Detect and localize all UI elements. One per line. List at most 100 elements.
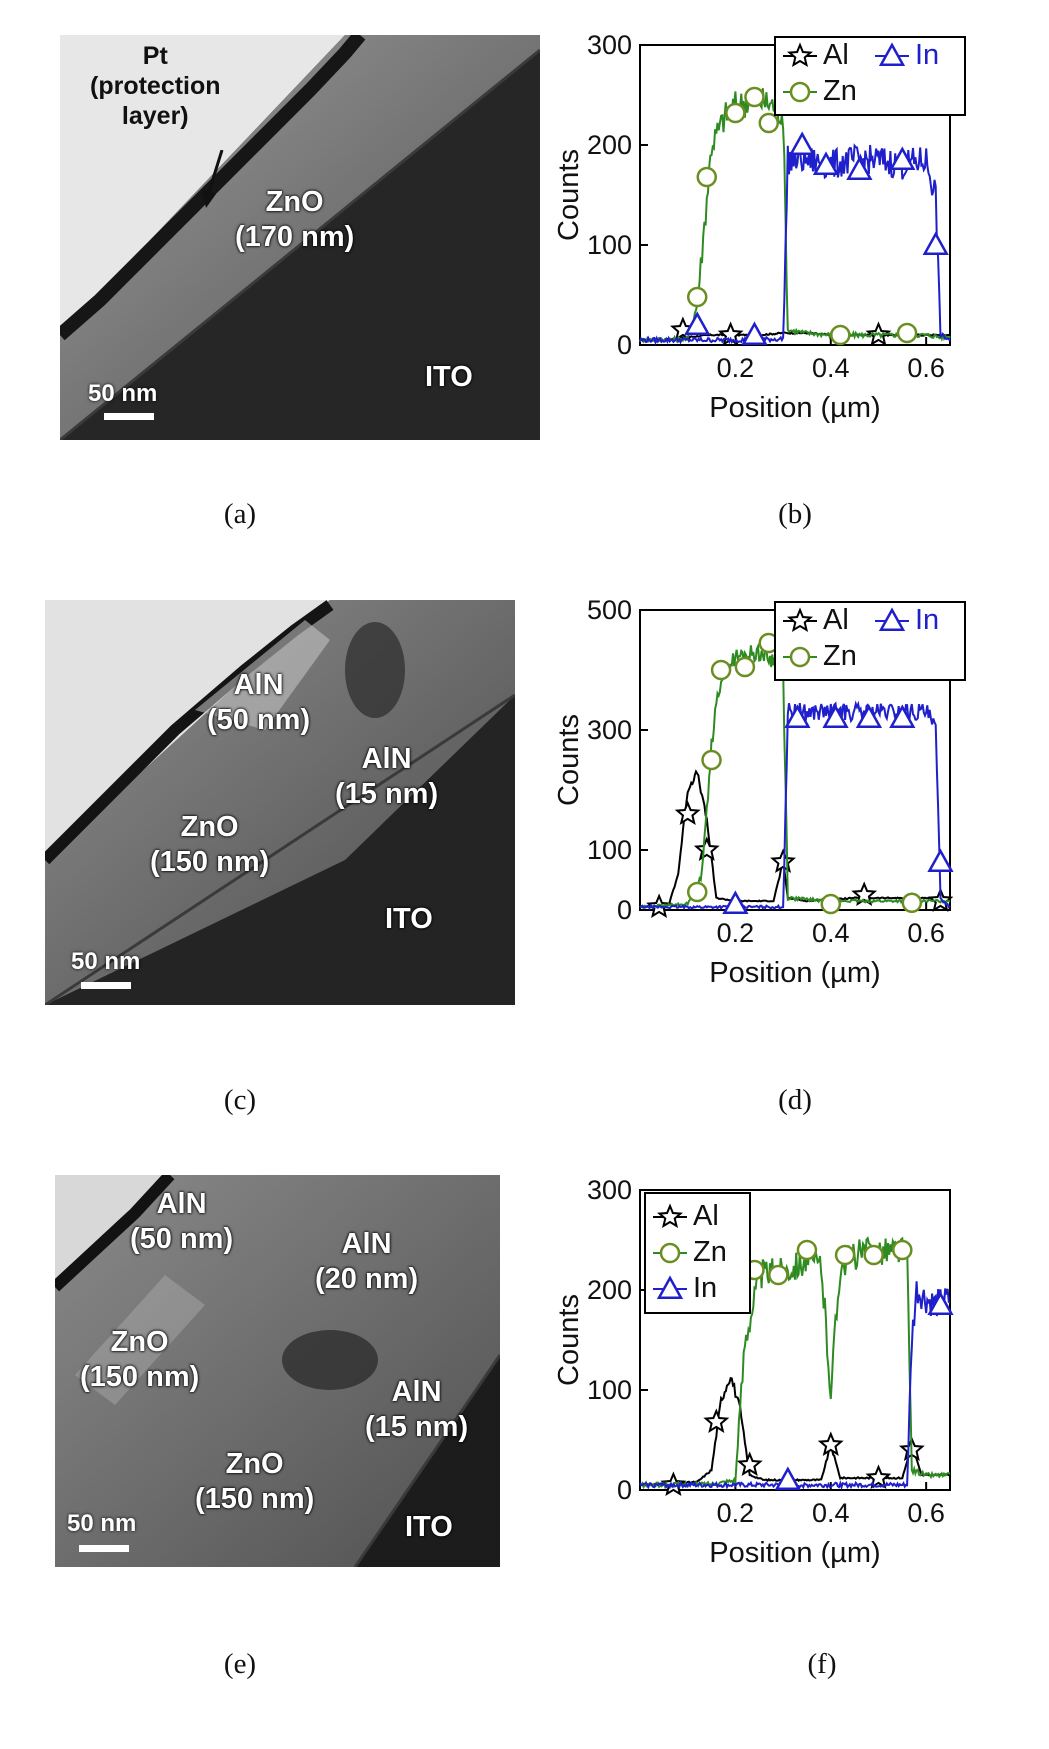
chart-d-series-zn-line xyxy=(639,642,951,909)
chart-b-series-zn-marker-1 xyxy=(696,166,718,188)
chart-b-series-zn-line xyxy=(639,88,951,344)
chart-d-series-zn-marker-3 xyxy=(734,656,756,678)
chart-d-series-zn-marker-5 xyxy=(820,893,842,915)
chart-d-y-axis-label: Counts xyxy=(553,714,585,806)
chart-f-series-in-marker-0 xyxy=(774,1466,801,1491)
caption-c: (c) xyxy=(223,1084,257,1116)
chart-f-series-al-marker-3 xyxy=(817,1431,844,1457)
tem-image-e: AlN (50 nm) AlN (20 nm) ZnO (150 nm) AlN… xyxy=(55,1175,500,1567)
caption-a: (a) xyxy=(223,498,257,530)
chart-d-legend-marker-1 xyxy=(878,607,906,632)
caption-d: (d) xyxy=(778,1084,812,1116)
chart-b-series-in-marker-5 xyxy=(889,146,916,171)
chart-b-series-zn-marker-5 xyxy=(830,324,851,346)
tem-e-label-ito: ITO xyxy=(405,1511,453,1543)
chart-b-series-in-marker-1 xyxy=(741,321,768,346)
tem-a-label-pt: Pt (protection layer) xyxy=(90,42,221,130)
caption-f: (f) xyxy=(807,1648,837,1680)
chart-d-series-in-line xyxy=(639,700,951,911)
chart-b-legend-label-1: In xyxy=(915,39,939,71)
tem-c-scale-bar xyxy=(81,982,131,989)
chart-b-series-in-marker-6 xyxy=(922,231,949,256)
tem-c-label-ito: ITO xyxy=(385,903,433,935)
chart-f-legend-label-0: Al xyxy=(693,1200,719,1232)
chart-d-series-al-marker-2 xyxy=(693,836,720,862)
chart-d-series-in-marker-0 xyxy=(722,890,749,915)
arrow-icon xyxy=(202,150,224,208)
chart-f-legend-label-1: Zn xyxy=(693,1236,727,1268)
chart-d-series-in-marker-1 xyxy=(784,704,811,729)
tem-e-label-aln3: AlN (15 nm) xyxy=(365,1376,469,1443)
chart-f-series-in xyxy=(639,1281,954,1491)
chart-d-series-in-marker-3 xyxy=(855,704,883,729)
chart-f-y-tick-label-1: 100 xyxy=(587,1375,632,1405)
chart-d-series-in xyxy=(639,700,954,915)
chart-b-y-tick-label-1: 100 xyxy=(587,230,632,260)
chart-b-series-in-marker-0 xyxy=(684,311,711,336)
chart-d-series-in-marker-4 xyxy=(889,704,916,729)
tem-e-scale-bar xyxy=(79,1545,129,1552)
chart-b-series-in-line xyxy=(639,143,951,346)
chart-d-series-zn-marker-0 xyxy=(686,881,708,903)
chart-f-series-in-marker-1 xyxy=(927,1291,954,1316)
tem-image-a: Pt (protection layer) ZnO (170 nm) ITO 5… xyxy=(60,35,540,440)
tem-e-label-zno1: ZnO (150 nm) xyxy=(80,1326,200,1393)
tem-image-a-graphic xyxy=(60,35,540,440)
tem-a-scale-bar-label: 50 nm xyxy=(88,380,158,407)
chart-d-series-in-marker-5 xyxy=(927,848,954,873)
chart-d-y-tick-label-2: 300 xyxy=(587,715,632,745)
chart-b-y-axis-label: Counts xyxy=(553,149,585,241)
chart-d-y-tick-label-3: 500 xyxy=(587,595,632,625)
chart-f-legend-marker-1 xyxy=(659,1242,681,1264)
chart-d-legend-label-0: Al xyxy=(823,604,849,636)
chart-f-legend: Al Zn In xyxy=(644,1192,751,1314)
chart-b-series-in-marker-2 xyxy=(789,131,816,156)
chart-d-y-tick-label-0: 0 xyxy=(617,895,632,925)
tem-a-label-zno: ZnO (170 nm) xyxy=(235,186,355,253)
chart-f-series-zn-marker-1 xyxy=(768,1264,789,1286)
chart-b-legend-label-2: Zn xyxy=(823,75,857,107)
chart-d: 0.2 0.4 0.6 0 100 300 500 Position (µm) Counts Al… xyxy=(553,595,966,989)
chart-b-series-zn-marker-0 xyxy=(686,286,708,308)
chart-b-legend: Al In Zn xyxy=(774,36,966,116)
chart-d-series-zn-marker-1 xyxy=(701,749,722,771)
chart-d-x-axis-label: Position (µm) xyxy=(709,957,880,989)
tem-c-scale-bar-label: 50 nm xyxy=(71,948,141,975)
tem-c-label-aln1: AlN (50 nm) xyxy=(207,669,311,736)
chart-f-series-al-marker-2 xyxy=(736,1451,763,1477)
chart-b-x-tick-label-1: 0.4 xyxy=(812,353,850,383)
chart-d-legend-label-1: In xyxy=(915,604,939,636)
chart-b: 0.2 0.4 0.6 0 100 200 300 Position (µm) Counts Al… xyxy=(553,30,966,424)
chart-d-legend-label-2: Zn xyxy=(823,640,857,672)
tem-c-label-zno: ZnO (150 nm) xyxy=(150,811,270,878)
chart-b-y-tick-label-0: 0 xyxy=(617,330,632,360)
chart-f-series-al-line xyxy=(639,1376,951,1487)
chart-d-x-tick-label-0: 0.2 xyxy=(717,918,755,948)
chart-d-series-in-marker-2 xyxy=(822,704,849,729)
caption-e: (e) xyxy=(223,1648,257,1680)
chart-f-legend-marker-0 xyxy=(656,1203,684,1228)
chart-d-series-al-marker-3 xyxy=(770,848,796,874)
chart-f-y-axis-label: Counts xyxy=(553,1294,585,1386)
chart-d-x-tick-label-1: 0.4 xyxy=(812,918,850,948)
tem-c-label-aln2: AlN (15 nm) xyxy=(335,743,439,810)
chart-d-x-tick-label-2: 0.6 xyxy=(907,918,945,948)
chart-f-legend-label-2: In xyxy=(693,1272,717,1304)
chart-b-series-zn-marker-2 xyxy=(725,102,746,124)
tem-e-scale-bar-label: 50 nm xyxy=(67,1510,137,1537)
chart-f-x-tick-label-1: 0.4 xyxy=(812,1498,850,1528)
chart-b-series-in-marker-3 xyxy=(812,151,840,176)
chart-d-series-zn-marker-6 xyxy=(901,892,923,914)
chart-b-x-tick-label-2: 0.6 xyxy=(907,353,945,383)
chart-d-y-tick-label-1: 100 xyxy=(587,835,632,865)
chart-d-legend-marker-0 xyxy=(786,607,814,632)
chart-d-legend-box xyxy=(774,601,966,681)
chart-f-x-tick-label-0: 0.2 xyxy=(717,1498,755,1528)
chart-d-series-zn-marker-2 xyxy=(710,659,732,681)
chart-b-legend-marker-2 xyxy=(789,81,811,103)
chart-b-series-zn xyxy=(639,86,951,346)
chart-f-y-tick-label-3: 300 xyxy=(587,1175,632,1205)
chart-b-series-in xyxy=(639,131,951,346)
chart-f-series-al xyxy=(639,1376,951,1497)
chart-d-series-al-line xyxy=(639,769,951,909)
